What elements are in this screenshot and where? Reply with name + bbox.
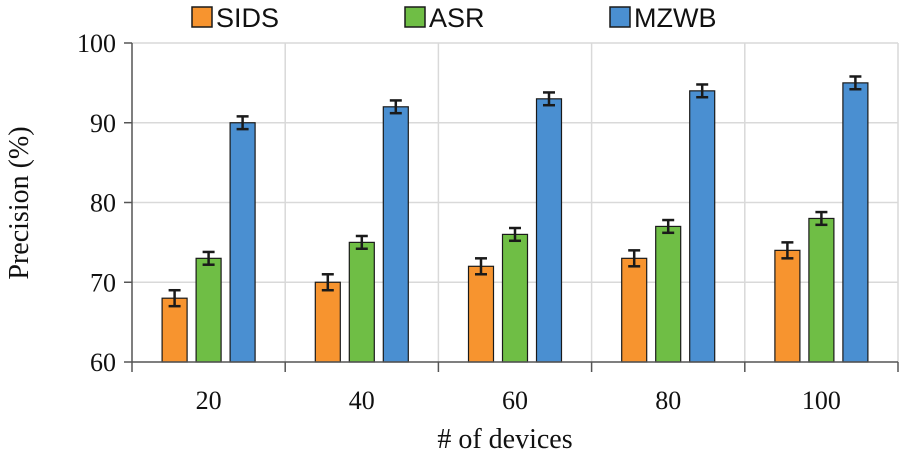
bar-sids-80: [621, 257, 648, 363]
bar-asr-80: [655, 225, 682, 363]
bar-mzwb-60: [535, 98, 563, 363]
error-bar-sids-100: [781, 241, 794, 260]
bars: [161, 82, 869, 363]
x-tick-label: 80: [655, 386, 681, 415]
legend-item-mzwb: MZWB: [609, 3, 716, 33]
y-tick-label: 70: [90, 268, 116, 297]
bar-sids-100: [774, 249, 801, 363]
legend-swatch: [609, 6, 631, 28]
x-tick-label: 60: [502, 386, 528, 415]
bar-sids-20: [161, 297, 188, 363]
grid-lines: [132, 42, 899, 362]
legend: SIDS ASR MZWB: [191, 3, 716, 33]
error-bar-sids-40: [321, 273, 334, 292]
y-tick-labels: 60 70 80 90 100: [77, 29, 116, 377]
bar-asr-40: [348, 241, 375, 363]
legend-label: SIDS: [216, 3, 279, 33]
error-bar-asr-20: [202, 250, 215, 266]
x-axis-title: # of devices: [437, 424, 572, 455]
error-bar-mzwb-40: [389, 99, 402, 115]
error-bar-mzwb-100: [849, 75, 862, 91]
bar-mzwb-20: [229, 122, 256, 363]
bar-mzwb-80: [689, 90, 716, 363]
legend-item-asr: ASR: [404, 3, 485, 33]
legend-item-sids: SIDS: [191, 3, 279, 33]
error-bar-sids-80: [628, 249, 641, 268]
legend-swatch: [404, 6, 426, 28]
legend-label: MZWB: [634, 3, 716, 33]
y-tick-label: 60: [90, 348, 116, 377]
error-bars: [168, 75, 862, 308]
bar-mzwb-100: [842, 82, 869, 363]
bar-sids-60: [467, 265, 495, 363]
x-tick-label: 20: [196, 386, 222, 415]
x-tick-label: 100: [802, 386, 841, 415]
error-bar-sids-60: [475, 257, 487, 276]
axes: [124, 42, 899, 372]
y-tick-label: 100: [77, 29, 116, 58]
y-axis-title: Precision (%): [4, 126, 35, 279]
bar-sids-40: [314, 281, 341, 363]
y-tick-label: 80: [90, 189, 116, 218]
error-bar-sids-20: [168, 288, 181, 308]
legend-label: ASR: [429, 3, 485, 33]
bar-asr-100: [808, 217, 835, 363]
error-bar-asr-80: [662, 218, 675, 235]
error-bar-mzwb-60: [543, 91, 555, 107]
error-bar-asr-60: [509, 226, 521, 243]
x-tick-label: 40: [349, 386, 375, 415]
y-tick-label: 90: [90, 109, 116, 138]
error-bar-asr-40: [355, 234, 368, 251]
bar-mzwb-40: [382, 106, 409, 363]
legend-swatch: [191, 6, 213, 28]
bar-asr-60: [501, 233, 529, 363]
x-tick-labels: 20 40 60 80 100: [196, 386, 841, 415]
error-bar-mzwb-20: [236, 115, 249, 131]
error-bar-mzwb-80: [696, 83, 709, 99]
error-bar-asr-100: [815, 210, 828, 227]
bar-asr-20: [195, 257, 222, 363]
